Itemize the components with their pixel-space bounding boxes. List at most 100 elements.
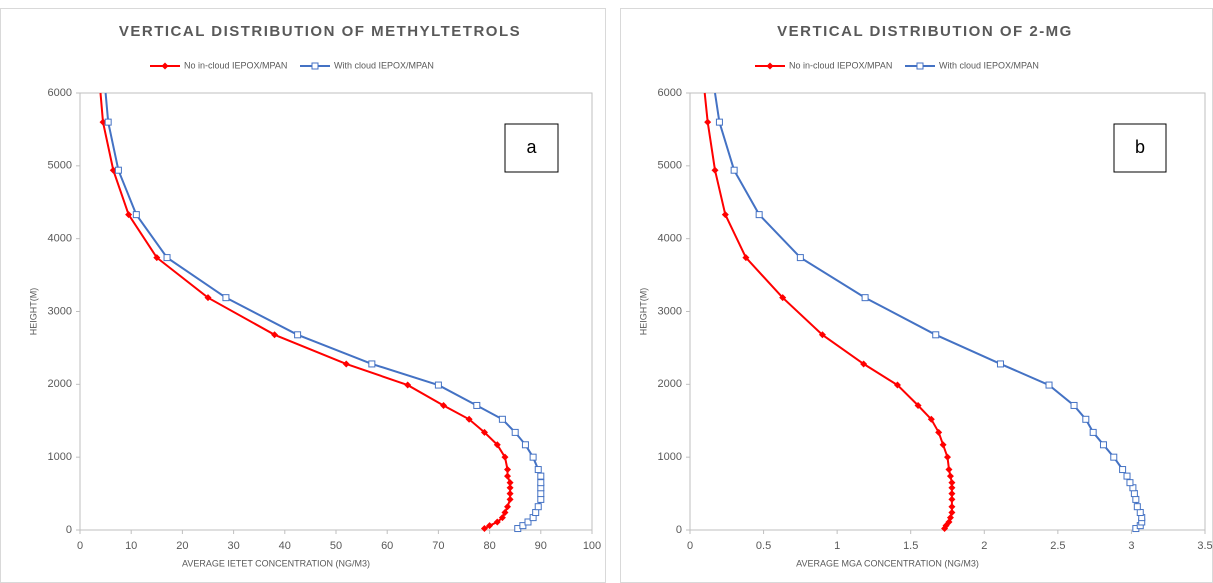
x-tick-label: 90 bbox=[535, 540, 547, 552]
legend-item: No in-cloud IEPOX/MPAN bbox=[150, 60, 287, 70]
marker bbox=[796, 254, 804, 262]
x-tick-label: 3 bbox=[1128, 540, 1134, 552]
y-tick-label: 0 bbox=[676, 524, 682, 536]
marker bbox=[711, 166, 719, 174]
legend-marker bbox=[311, 62, 319, 70]
x-tick-label: 40 bbox=[279, 540, 291, 552]
chart-title: VERTICAL DISTRIBUTION OF METHYLTETROLS bbox=[119, 23, 521, 40]
legend-label: With cloud IEPOX/MPAN bbox=[939, 60, 1039, 70]
marker bbox=[730, 166, 738, 174]
x-tick-label: 3.5 bbox=[1197, 540, 1212, 552]
marker bbox=[521, 441, 529, 449]
y-tick-label: 6000 bbox=[48, 87, 72, 99]
x-tick-label: 1 bbox=[834, 540, 840, 552]
marker bbox=[501, 453, 509, 461]
marker bbox=[948, 495, 956, 503]
marker bbox=[861, 294, 869, 302]
legend-item: With cloud IEPOX/MPAN bbox=[300, 60, 434, 70]
marker bbox=[504, 466, 512, 474]
marker bbox=[537, 495, 545, 503]
marker bbox=[222, 294, 230, 302]
marker bbox=[537, 472, 545, 480]
x-tick-label: 70 bbox=[432, 540, 444, 552]
marker bbox=[946, 472, 954, 480]
marker bbox=[704, 118, 712, 126]
legend-marker bbox=[161, 62, 169, 70]
marker bbox=[465, 415, 473, 423]
series-line bbox=[714, 92, 1143, 530]
marker bbox=[163, 254, 171, 262]
series-line bbox=[703, 92, 953, 529]
x-tick-label: 80 bbox=[483, 540, 495, 552]
y-tick-label: 1000 bbox=[658, 451, 682, 463]
legend-marker bbox=[766, 62, 774, 70]
marker bbox=[294, 331, 302, 339]
annotation-box bbox=[504, 123, 559, 173]
x-tick-label: 0.5 bbox=[756, 540, 771, 552]
marker bbox=[860, 360, 868, 368]
marker bbox=[480, 428, 488, 436]
x-tick-label: 0 bbox=[687, 540, 693, 552]
y-axis-label: HEIGHT(M) bbox=[28, 288, 38, 336]
marker bbox=[1099, 441, 1107, 449]
x-tick-label: 1.5 bbox=[903, 540, 918, 552]
marker bbox=[914, 401, 922, 409]
marker bbox=[498, 514, 506, 522]
chart-title: VERTICAL DISTRIBUTION OF 2-MG bbox=[777, 23, 1073, 40]
marker bbox=[927, 415, 935, 423]
marker bbox=[506, 484, 514, 492]
y-tick-label: 5000 bbox=[658, 160, 682, 172]
x-tick-label: 0 bbox=[77, 540, 83, 552]
marker bbox=[1126, 479, 1134, 487]
marker bbox=[506, 490, 514, 498]
marker bbox=[755, 211, 763, 219]
x-tick-label: 30 bbox=[227, 540, 239, 552]
legend-item: With cloud IEPOX/MPAN bbox=[905, 60, 1039, 70]
marker bbox=[948, 509, 956, 517]
legend-item: No in-cloud IEPOX/MPAN bbox=[755, 60, 892, 70]
marker bbox=[204, 294, 212, 302]
marker bbox=[1132, 495, 1140, 503]
marker bbox=[486, 522, 494, 530]
marker bbox=[948, 490, 956, 498]
marker bbox=[1045, 381, 1053, 389]
marker bbox=[939, 441, 947, 449]
marker bbox=[1130, 490, 1138, 498]
y-tick-label: 2000 bbox=[48, 378, 72, 390]
marker bbox=[114, 166, 122, 174]
marker bbox=[818, 331, 826, 339]
y-tick-label: 0 bbox=[66, 524, 72, 536]
marker bbox=[524, 518, 532, 526]
marker bbox=[948, 479, 956, 487]
marker bbox=[932, 331, 940, 339]
x-tick-label: 2.5 bbox=[1050, 540, 1065, 552]
marker bbox=[948, 484, 956, 492]
marker bbox=[506, 479, 514, 487]
panel-border bbox=[620, 8, 1213, 583]
marker bbox=[493, 518, 501, 526]
marker bbox=[742, 254, 750, 262]
marker bbox=[1110, 453, 1118, 461]
marker bbox=[537, 490, 545, 498]
y-tick-label: 4000 bbox=[48, 233, 72, 245]
annotation-box bbox=[1113, 123, 1167, 173]
y-tick-label: 3000 bbox=[658, 305, 682, 317]
marker bbox=[501, 509, 509, 517]
marker bbox=[153, 254, 161, 262]
marker bbox=[1133, 503, 1141, 511]
marker bbox=[996, 360, 1004, 368]
marker bbox=[368, 360, 376, 368]
marker bbox=[721, 211, 729, 219]
marker bbox=[440, 401, 448, 409]
x-tick-label: 100 bbox=[583, 540, 601, 552]
marker bbox=[498, 415, 506, 423]
y-tick-label: 2000 bbox=[658, 378, 682, 390]
x-tick-label: 2 bbox=[981, 540, 987, 552]
y-tick-label: 4000 bbox=[658, 233, 682, 245]
marker bbox=[271, 331, 279, 339]
marker bbox=[125, 211, 133, 219]
y-axis-label: HEIGHT(M) bbox=[638, 288, 648, 336]
marker bbox=[537, 479, 545, 487]
marker bbox=[948, 503, 956, 511]
marker bbox=[935, 428, 943, 436]
